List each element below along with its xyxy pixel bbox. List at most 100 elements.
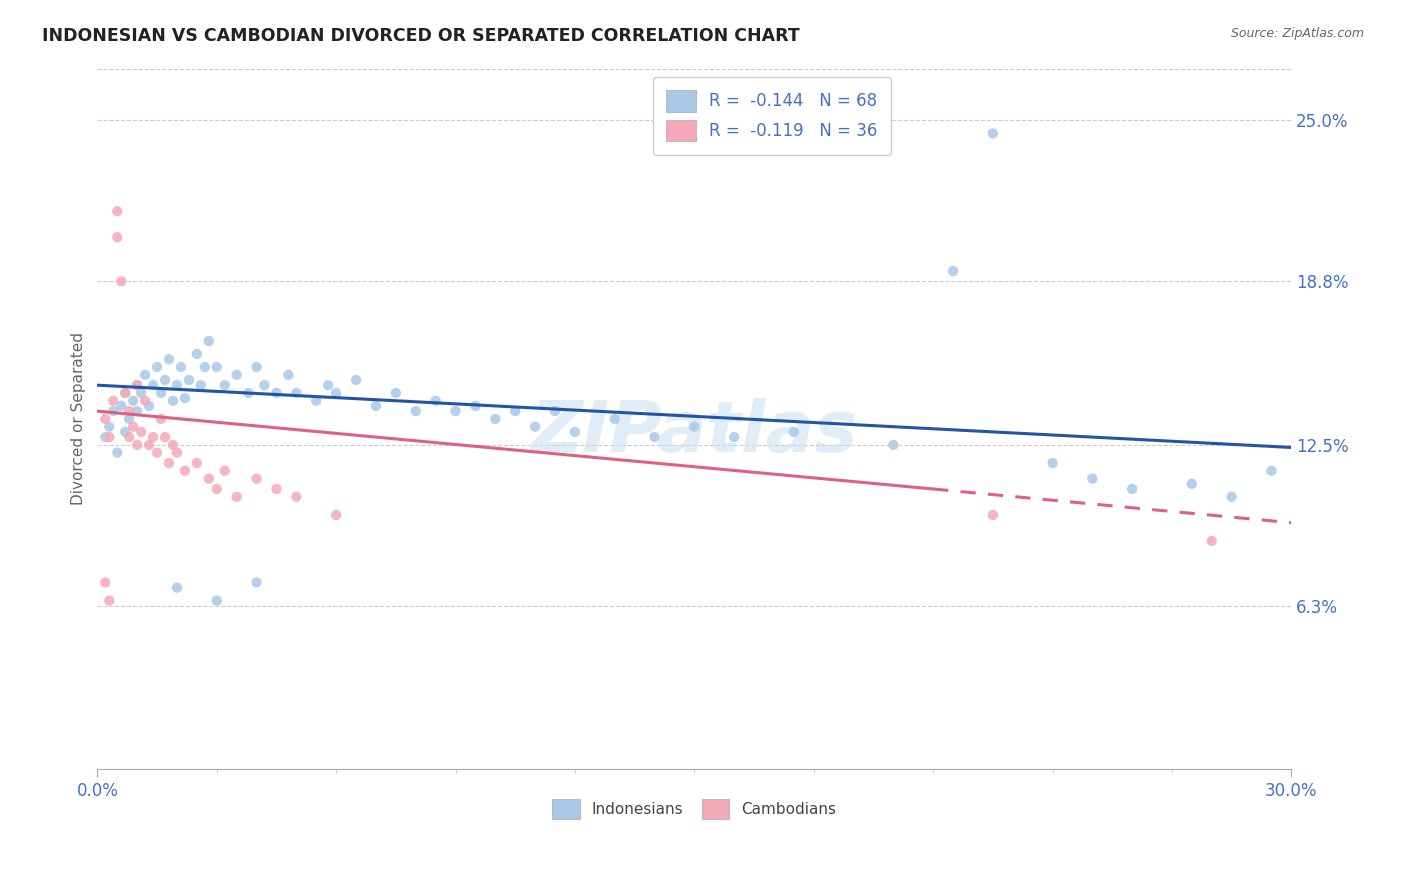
Point xyxy=(177,373,200,387)
Text: INDONESIAN VS CAMBODIAN DIVORCED OR SEPARATED CORRELATION CHART: INDONESIAN VS CAMBODIAN DIVORCED OR SEPA… xyxy=(42,27,800,45)
Point xyxy=(1081,472,1104,486)
Point xyxy=(205,359,228,374)
Point xyxy=(118,404,141,418)
Legend: Indonesians, Cambodians: Indonesians, Cambodians xyxy=(546,793,842,825)
Point xyxy=(110,399,132,413)
Point xyxy=(683,419,706,434)
Point xyxy=(166,445,188,459)
Point xyxy=(94,412,117,426)
Point xyxy=(105,445,128,459)
Point xyxy=(142,378,165,392)
Point xyxy=(484,412,506,426)
Point xyxy=(114,386,136,401)
Point xyxy=(174,391,197,405)
Point xyxy=(174,464,197,478)
Point xyxy=(129,386,152,401)
Point xyxy=(197,472,219,486)
Point xyxy=(122,393,145,408)
Point xyxy=(105,204,128,219)
Point xyxy=(385,386,408,401)
Point xyxy=(157,456,180,470)
Point xyxy=(305,393,328,408)
Point xyxy=(153,373,176,387)
Point xyxy=(142,430,165,444)
Point xyxy=(138,438,160,452)
Point xyxy=(325,386,347,401)
Point xyxy=(603,412,626,426)
Point xyxy=(157,352,180,367)
Point xyxy=(150,386,173,401)
Point xyxy=(1220,490,1243,504)
Point xyxy=(981,508,1004,522)
Point xyxy=(285,490,308,504)
Point xyxy=(98,419,121,434)
Point xyxy=(114,425,136,439)
Point xyxy=(225,490,247,504)
Point xyxy=(170,359,193,374)
Point xyxy=(444,404,467,418)
Point xyxy=(644,430,666,444)
Text: ZIPatlas: ZIPatlas xyxy=(530,399,858,467)
Point xyxy=(425,393,447,408)
Point xyxy=(114,386,136,401)
Point xyxy=(238,386,260,401)
Point xyxy=(1260,464,1282,478)
Point xyxy=(245,359,267,374)
Point xyxy=(214,378,236,392)
Point xyxy=(194,359,217,374)
Point xyxy=(94,430,117,444)
Point xyxy=(138,399,160,413)
Point xyxy=(524,419,547,434)
Point xyxy=(134,393,156,408)
Point xyxy=(129,425,152,439)
Point xyxy=(98,593,121,607)
Point xyxy=(253,378,276,392)
Point xyxy=(503,404,526,418)
Point xyxy=(118,430,141,444)
Point xyxy=(981,127,1004,141)
Point xyxy=(942,264,965,278)
Point xyxy=(146,359,169,374)
Point xyxy=(122,419,145,434)
Point xyxy=(1121,482,1143,496)
Point xyxy=(1201,533,1223,548)
Point xyxy=(127,378,149,392)
Point xyxy=(564,425,586,439)
Point xyxy=(127,404,149,418)
Point xyxy=(464,399,486,413)
Point xyxy=(105,230,128,244)
Point xyxy=(166,378,188,392)
Point xyxy=(723,430,745,444)
Point xyxy=(127,438,149,452)
Point xyxy=(245,575,267,590)
Point xyxy=(364,399,387,413)
Point xyxy=(882,438,904,452)
Point xyxy=(316,378,339,392)
Point xyxy=(405,404,427,418)
Point xyxy=(127,378,149,392)
Point xyxy=(325,508,347,522)
Point xyxy=(266,386,288,401)
Point xyxy=(783,425,806,439)
Point xyxy=(225,368,247,382)
Point xyxy=(103,404,125,418)
Point xyxy=(134,368,156,382)
Point xyxy=(166,581,188,595)
Point xyxy=(186,456,208,470)
Point xyxy=(103,393,125,408)
Point xyxy=(162,393,184,408)
Point xyxy=(118,412,141,426)
Point xyxy=(150,412,173,426)
Point xyxy=(285,386,308,401)
Text: Source: ZipAtlas.com: Source: ZipAtlas.com xyxy=(1230,27,1364,40)
Point xyxy=(277,368,299,382)
Point xyxy=(190,378,212,392)
Point xyxy=(1181,476,1204,491)
Point xyxy=(162,438,184,452)
Point xyxy=(197,334,219,348)
Point xyxy=(110,274,132,288)
Point xyxy=(266,482,288,496)
Point xyxy=(186,347,208,361)
Point xyxy=(544,404,567,418)
Point xyxy=(245,472,267,486)
